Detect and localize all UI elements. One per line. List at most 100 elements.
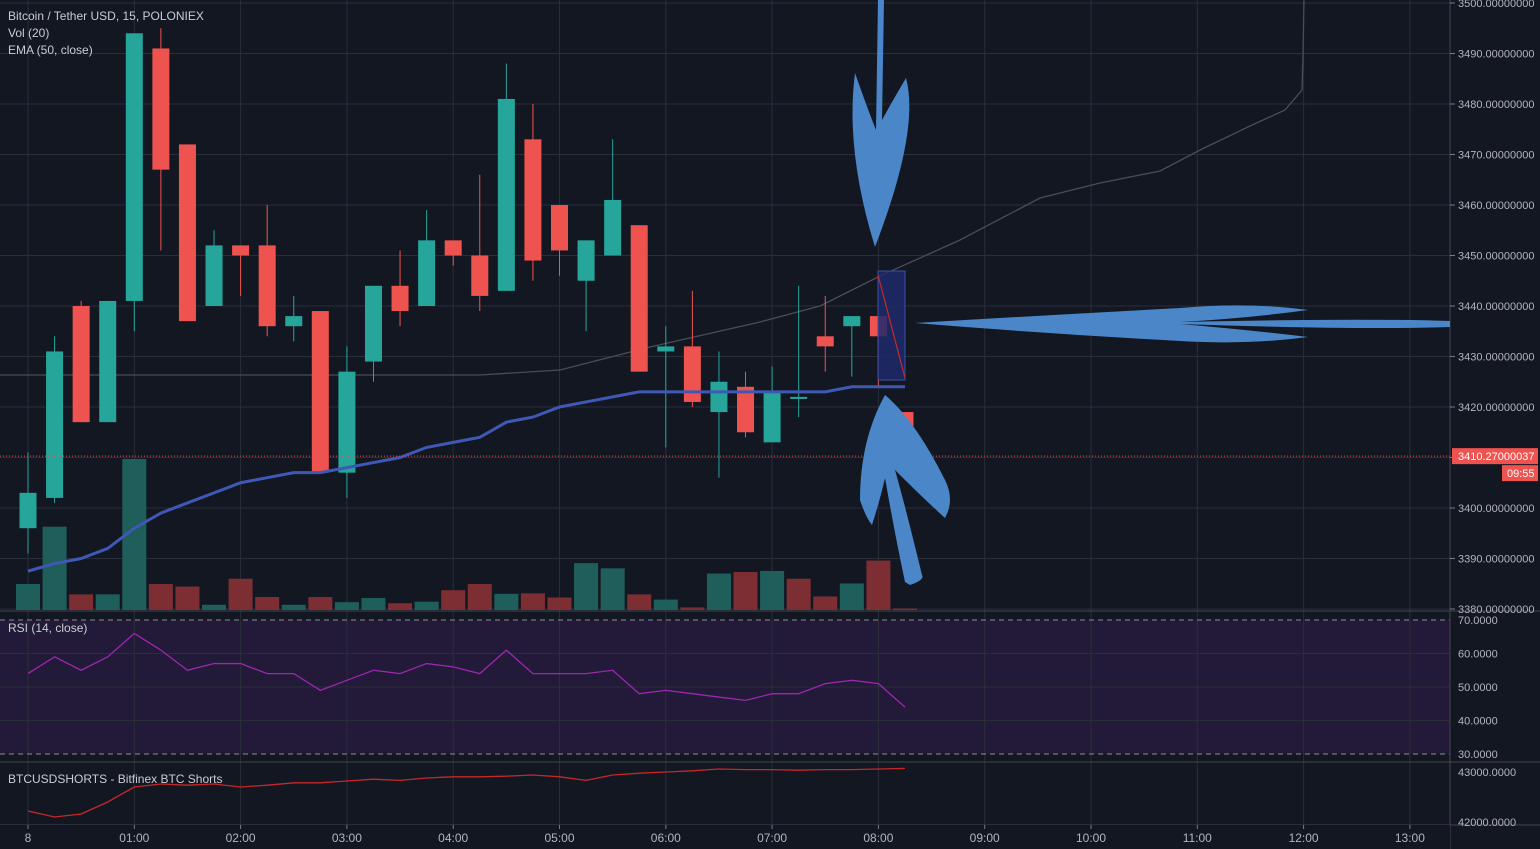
candle-body (737, 386, 755, 433)
candle-body (258, 245, 276, 327)
volume-bar (733, 571, 758, 610)
volume-bar (839, 583, 864, 610)
price-axis-label: 3450.00000000 (1458, 251, 1534, 263)
volume-bar (16, 583, 40, 610)
time-axis-label: 03:00 (332, 831, 362, 845)
volume-bar (228, 578, 253, 610)
volume-bar (441, 590, 466, 610)
volume-bar (467, 583, 492, 610)
annotation-diagonal (877, 274, 906, 379)
price-axis-label: 3400.00000000 (1458, 503, 1534, 515)
time-axis-label: 07:00 (757, 831, 787, 845)
volume-bar (69, 594, 94, 610)
price-axis-label: 3480.00000000 (1458, 99, 1534, 111)
volume-bar (706, 573, 731, 610)
candle-body (19, 492, 37, 529)
price-axis-label: 3440.00000000 (1458, 301, 1534, 313)
volume-bar (175, 586, 200, 610)
candle-body (790, 396, 808, 399)
candle-body (444, 240, 462, 256)
price-axis-label: 3460.00000000 (1458, 200, 1534, 212)
volume-bar (760, 570, 785, 610)
time-axis-label: 08:00 (863, 831, 893, 845)
candle-body (285, 316, 303, 327)
candle-body (364, 285, 382, 362)
candle-body (577, 240, 595, 281)
candle-body (338, 371, 356, 473)
volume-bar (255, 596, 280, 610)
candle-body (710, 381, 728, 413)
volume-bar (334, 602, 359, 610)
ema-label: EMA (50, close) (8, 43, 93, 57)
candle-body (125, 33, 143, 301)
volume-bar (42, 526, 67, 610)
countdown-box (1502, 465, 1538, 482)
volume-bar (281, 604, 306, 610)
rsi-axis-label: 50.0000 (1458, 682, 1498, 694)
price-axis-label: 3430.00000000 (1458, 352, 1534, 364)
rsi-axis-label: 30.0000 (1458, 749, 1498, 761)
volume-bar (547, 597, 572, 610)
volume-bar (414, 601, 439, 610)
price-axis-label: 3390.00000000 (1458, 554, 1534, 566)
candle-body (763, 391, 781, 443)
time-axis-label: 05:00 (544, 831, 574, 845)
time-axis-background (0, 825, 1450, 849)
time-axis-label: 11:00 (1183, 831, 1212, 845)
shorts-label: BTCUSDSHORTS - Bitfinex BTC Shorts (8, 772, 223, 786)
volume-bar (892, 608, 917, 610)
rsi-axis-label: 70.0000 (1458, 615, 1498, 627)
shorts-line (27, 767, 905, 818)
volume-bar (388, 603, 413, 610)
price-tag-box (1452, 448, 1538, 465)
rsi-axis-label: 40.0000 (1458, 716, 1498, 728)
price-axis-label: 3470.00000000 (1458, 150, 1534, 162)
candle-body (152, 48, 170, 170)
candle-body (311, 311, 329, 473)
volume-bar (574, 563, 599, 610)
time-axis-label: 10:00 (1076, 831, 1106, 845)
volume-bar (627, 594, 652, 610)
candle-body (816, 336, 834, 347)
volume-bar (786, 578, 811, 610)
rsi-label: RSI (14, close) (8, 621, 88, 635)
price-tag-value: 3410.27000037 (1458, 451, 1534, 463)
candle-body (630, 225, 648, 372)
volume-bar (813, 596, 838, 610)
candle-body (683, 346, 701, 402)
overlay-line (0, 0, 1305, 376)
candle-body (178, 144, 196, 322)
candle-body (232, 245, 250, 256)
candle-body (72, 306, 90, 423)
candle-body (46, 351, 64, 498)
shorts-axis-label: 42000.0000 (1458, 817, 1516, 829)
volume-bar (202, 604, 227, 610)
rsi-axis-label: 60.0000 (1458, 649, 1498, 661)
time-axis-label: 09:00 (970, 831, 1000, 845)
candle-body (471, 255, 489, 296)
time-axis-label: 04:00 (438, 831, 468, 845)
candle-body (391, 285, 409, 312)
price-axis-label: 3500.00000000 (1458, 0, 1534, 10)
time-axis-label: 13:00 (1395, 831, 1425, 845)
candle-body (99, 300, 117, 423)
chart-title: Bitcoin / Tether USD, 15, POLONIEX (8, 9, 204, 23)
price-axis-label: 3490.00000000 (1458, 49, 1534, 61)
price-axis-label: 3380.00000000 (1458, 604, 1534, 616)
candle-body (604, 199, 622, 256)
time-axis-label: 01:00 (119, 831, 149, 845)
volume-bar (866, 560, 891, 610)
ema-line (27, 385, 905, 573)
candle-body (524, 139, 542, 261)
candle-body (551, 205, 568, 251)
volume-bar (148, 583, 173, 610)
volume-bar (308, 596, 333, 610)
volume-bar (95, 594, 120, 610)
annotation-arrow-up (860, 395, 950, 585)
time-axis-label: 12:00 (1289, 831, 1319, 845)
price-tag-countdown: 09:55 (1507, 468, 1535, 480)
volume-label: Vol (20) (8, 26, 50, 40)
volume-bar (361, 598, 386, 610)
candle-body (205, 245, 223, 306)
